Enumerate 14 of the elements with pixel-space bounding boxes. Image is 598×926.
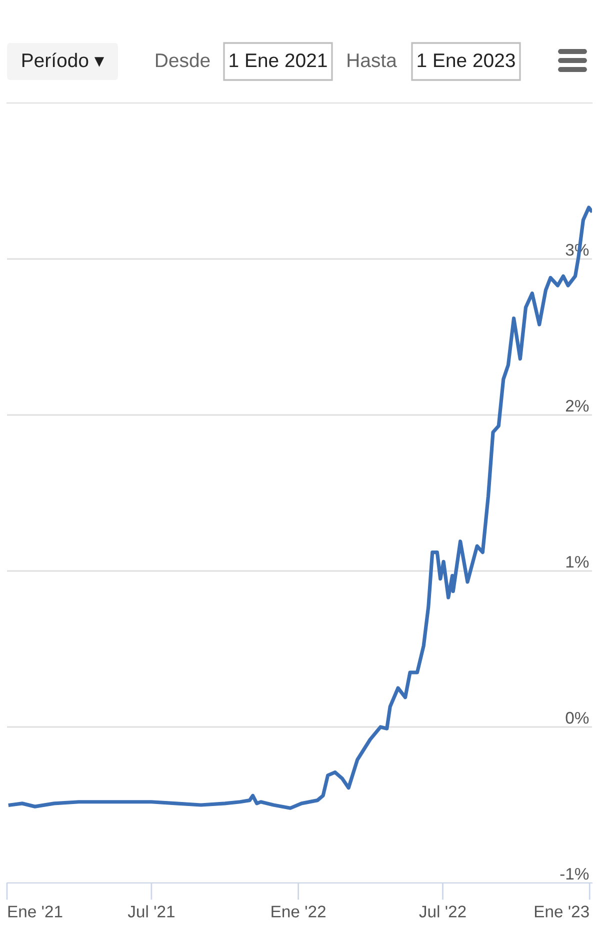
y-tick-label: -1% <box>560 868 589 880</box>
x-tick-label: Jul '22 <box>419 905 466 918</box>
text: 1 Ene 2023 <box>418 53 515 68</box>
y-tick-label: 1% <box>566 556 589 568</box>
x-tick-label: Ene '22 <box>272 906 326 918</box>
text: Desde <box>156 52 210 68</box>
y-tick-label: 2% <box>566 400 589 412</box>
y-tick-label: 0% <box>566 712 589 724</box>
x-tick-label: Jul '21 <box>128 905 174 918</box>
text: 1 Ene 2021 <box>230 53 327 68</box>
text: Período ▾ <box>22 52 104 68</box>
text: Hasta <box>348 54 397 68</box>
x-tick-label: Ene '21 <box>8 906 62 918</box>
x-tick-label: Ene '23 <box>534 906 589 918</box>
